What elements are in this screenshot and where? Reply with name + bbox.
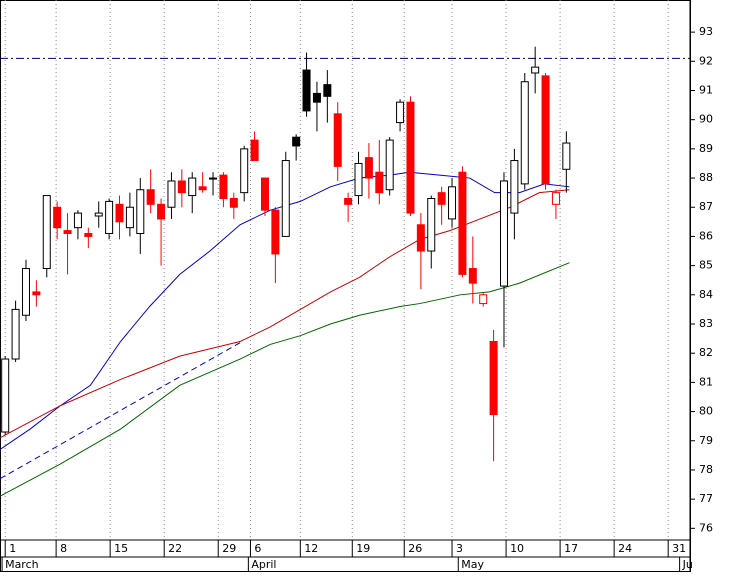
candle-body: [406, 101, 415, 214]
candle-body: [177, 180, 186, 194]
x-tick-label: 19: [356, 542, 370, 555]
candle-body: [333, 113, 342, 167]
x-tick-label: 31: [672, 542, 686, 555]
candle-body: [541, 75, 550, 185]
candle-body: [250, 139, 259, 162]
candle-body: [302, 69, 311, 112]
candle-body: [1, 358, 10, 433]
y-tick-label: 89: [699, 142, 713, 155]
x-tick-label: 1: [9, 542, 16, 555]
candle-body: [260, 177, 269, 211]
candle-body: [427, 197, 436, 252]
candle-body: [271, 209, 280, 255]
candle-body: [125, 206, 134, 229]
candle-body: [292, 136, 301, 147]
x-tick-label: 24: [618, 542, 632, 555]
candle-body: [32, 291, 41, 296]
overlay-line: [0, 189, 570, 439]
candle-body: [468, 268, 477, 284]
candle-body: [520, 81, 529, 185]
candle-body: [105, 200, 114, 235]
candle-body: [323, 84, 332, 97]
candle-body: [510, 160, 519, 214]
y-tick-label: 86: [699, 229, 713, 242]
candle-body: [94, 212, 103, 217]
candle-body: [437, 192, 446, 205]
candle-body: [198, 186, 207, 191]
candle-body: [188, 177, 197, 197]
candle-body: [209, 177, 218, 180]
candle-body: [458, 171, 467, 275]
y-tick-label: 76: [699, 521, 713, 534]
y-tick-label: 83: [699, 317, 713, 330]
candle-body: [562, 142, 571, 170]
y-tick-label: 87: [699, 200, 713, 213]
candle-body: [136, 189, 145, 235]
month-label: March: [5, 558, 39, 571]
x-tick-label: 12: [304, 542, 318, 555]
y-tick-label: 84: [699, 288, 713, 301]
overlay-line: [0, 341, 243, 480]
candle-body: [115, 203, 124, 223]
candle-body: [84, 233, 93, 237]
overlay-line: [0, 171, 570, 450]
y-tick-label: 79: [699, 434, 713, 447]
month-label: Ju: [682, 558, 693, 571]
y-tick-label: 77: [699, 492, 713, 505]
candle-body: [219, 174, 228, 199]
candle-body: [385, 139, 394, 191]
candle-body: [448, 186, 457, 220]
candle-body: [21, 268, 30, 316]
x-tick-label: 6: [254, 542, 261, 555]
candle-body: [416, 224, 425, 252]
y-tick-label: 88: [699, 171, 713, 184]
month-label: May: [461, 558, 484, 571]
x-tick-label: 3: [456, 542, 463, 555]
candle-body: [63, 230, 72, 235]
plot-area: [0, 0, 691, 572]
y-tick-label: 85: [699, 259, 713, 272]
y-tick-label: 82: [699, 346, 713, 359]
x-tick-label: 17: [564, 542, 578, 555]
x-tick-label: 15: [114, 542, 128, 555]
candle-body: [240, 148, 249, 194]
y-tick-label: 91: [699, 83, 713, 96]
candle-body: [489, 341, 498, 415]
x-tick-label: 22: [168, 542, 182, 555]
y-tick-label: 90: [699, 113, 713, 126]
candle-body: [146, 189, 155, 205]
candle-body: [531, 66, 540, 74]
candle-body: [229, 197, 238, 208]
candle-body: [281, 160, 290, 237]
y-tick-label: 78: [699, 463, 713, 476]
x-tick-label: 10: [510, 542, 524, 555]
candle-body: [375, 171, 384, 194]
candle-body: [53, 206, 62, 229]
candle-body: [167, 180, 176, 208]
candle-body: [157, 203, 166, 220]
x-tick-label: 29: [222, 542, 236, 555]
y-tick-label: 92: [699, 54, 713, 67]
month-label: April: [251, 558, 276, 571]
candle-body: [73, 212, 82, 229]
candle-body: [551, 192, 560, 205]
candle-body: [354, 162, 363, 197]
candle-body: [479, 294, 488, 305]
x-tick-label: 26: [408, 542, 422, 555]
candle-body: [11, 308, 20, 360]
y-tick-label: 81: [699, 375, 713, 388]
candle-body: [396, 101, 405, 124]
candle-body: [344, 197, 353, 205]
candle-body: [42, 195, 51, 270]
x-tick-label: 8: [60, 542, 67, 555]
overlay-line: [0, 262, 570, 497]
y-tick-label: 93: [699, 25, 713, 38]
candle-body: [312, 92, 321, 103]
candle-body: [364, 157, 373, 179]
y-tick-label: 80: [699, 405, 713, 418]
candle-body: [499, 180, 508, 287]
